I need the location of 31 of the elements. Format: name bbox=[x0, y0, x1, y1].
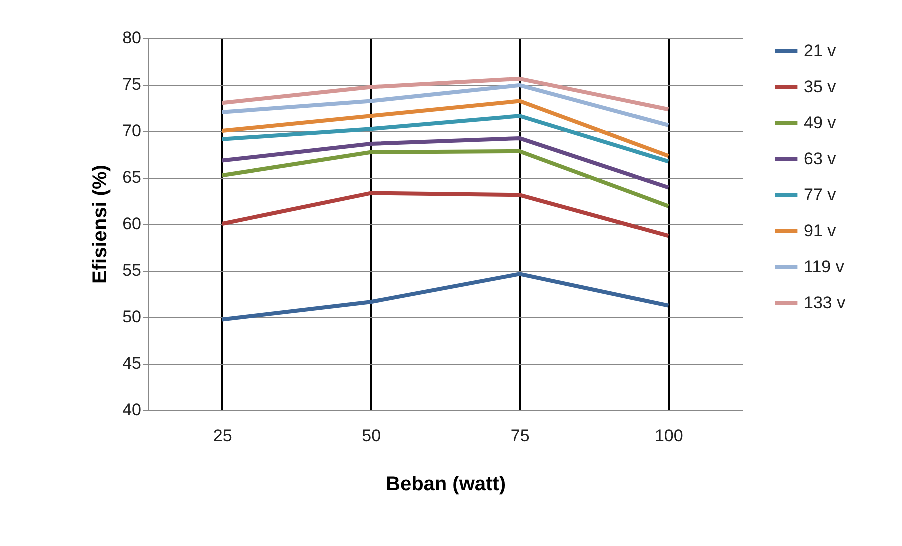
y-tick-label: 80 bbox=[122, 28, 142, 48]
legend-label: 49 v bbox=[804, 114, 837, 132]
legend-label: 63 v bbox=[804, 150, 837, 168]
line-series bbox=[220, 83, 671, 128]
line-series bbox=[220, 114, 671, 164]
line-series bbox=[220, 272, 671, 322]
line-series bbox=[220, 191, 671, 238]
x-tick-label: 25 bbox=[213, 426, 232, 446]
y-tick-label: 70 bbox=[122, 122, 142, 140]
legend-label: 21 v bbox=[804, 42, 837, 60]
line-series bbox=[220, 99, 671, 158]
line-series bbox=[220, 136, 671, 190]
x-axis-title: Beban (watt) bbox=[386, 474, 506, 496]
y-tick-label: 55 bbox=[122, 261, 142, 280]
y-tick-label: 60 bbox=[122, 214, 142, 234]
y-tick-label: 75 bbox=[122, 75, 142, 94]
legend-label: 119 v bbox=[804, 258, 845, 276]
y-tick-label: 50 bbox=[122, 308, 142, 326]
legend-label: 35 v bbox=[804, 78, 837, 96]
line-series bbox=[220, 76, 671, 112]
legend-label: 91 v bbox=[804, 222, 837, 240]
y-tick-label: 65 bbox=[122, 168, 142, 187]
legend-label: 77 v bbox=[804, 186, 837, 204]
y-axis-title: Efisiensi (%) bbox=[90, 165, 112, 284]
line-series bbox=[220, 149, 671, 208]
x-tick-label: 50 bbox=[362, 426, 382, 446]
legend-label: 133 v bbox=[804, 294, 846, 312]
y-tick-label: 40 bbox=[122, 400, 142, 420]
y-tick-label: 45 bbox=[122, 354, 142, 373]
x-tick-label: 75 bbox=[510, 426, 530, 446]
x-tick-label: 100 bbox=[654, 426, 684, 446]
